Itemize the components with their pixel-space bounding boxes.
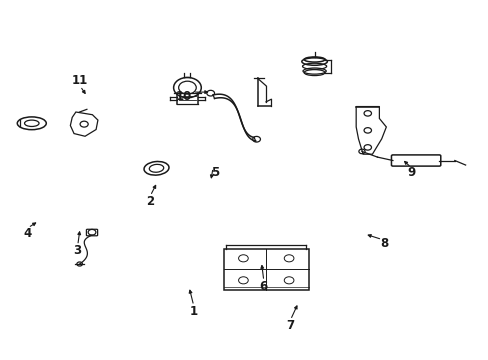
Text: 10: 10 [176, 90, 192, 103]
Text: 11: 11 [72, 74, 88, 87]
Text: 9: 9 [407, 166, 415, 179]
Text: 7: 7 [286, 319, 294, 332]
Text: 6: 6 [259, 280, 267, 293]
Text: 8: 8 [380, 237, 388, 250]
Text: 2: 2 [146, 195, 154, 208]
Text: 3: 3 [74, 244, 81, 257]
Text: 5: 5 [211, 166, 219, 179]
Text: 4: 4 [24, 227, 32, 240]
Text: 1: 1 [189, 305, 198, 318]
